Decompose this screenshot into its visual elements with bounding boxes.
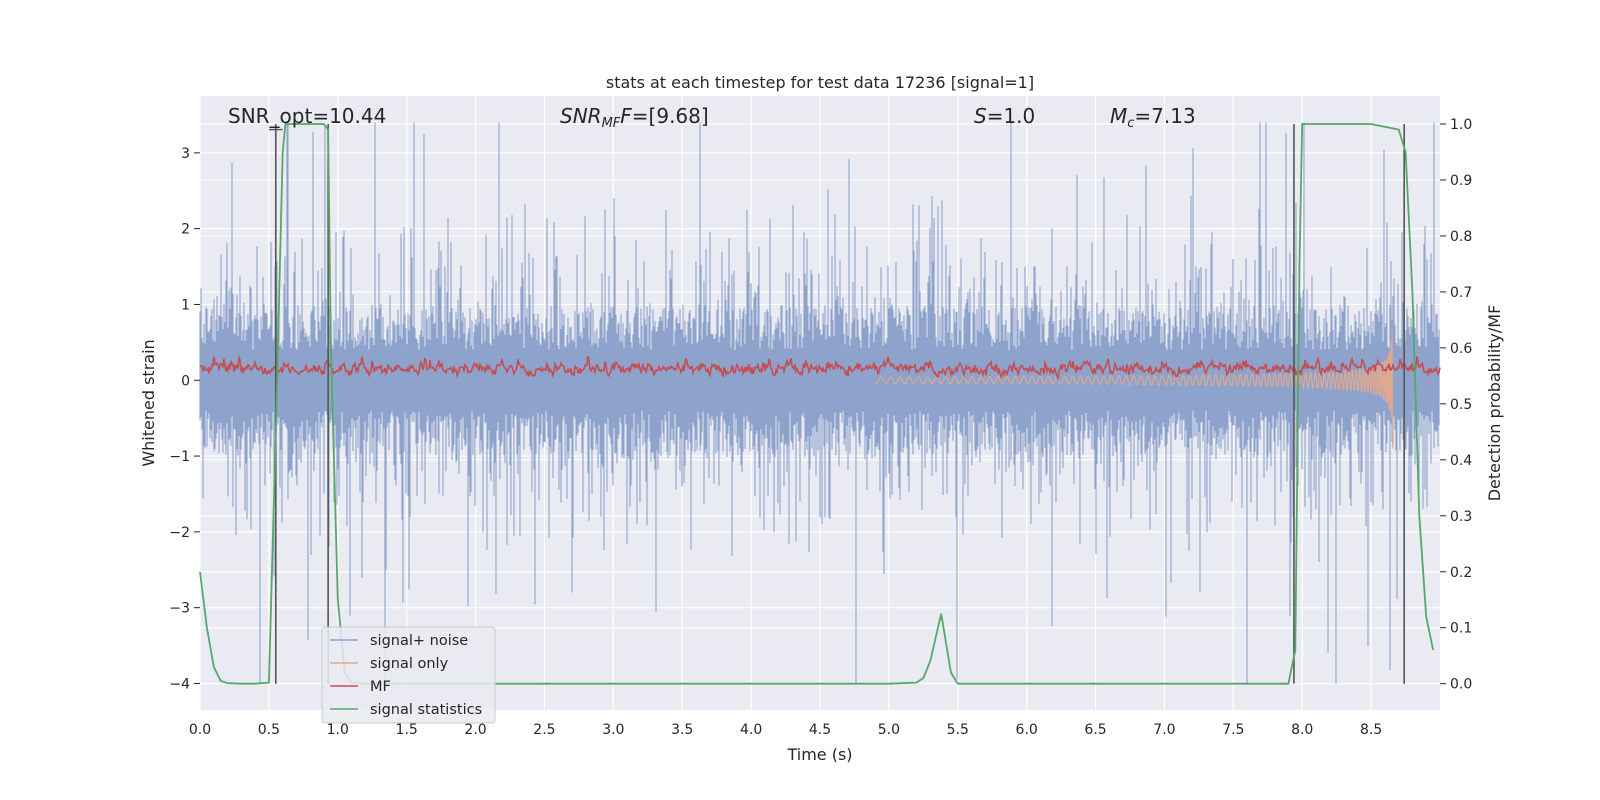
x-tick-label: 5.5	[947, 722, 969, 738]
y-tick-label: 3	[181, 146, 190, 162]
y2-tick-label: 0.5	[1450, 397, 1472, 413]
legend-label-signal-statistics: signal statistics	[370, 702, 482, 718]
y2-tick-label: 1.0	[1450, 117, 1472, 133]
legend-label-mf: MF	[370, 679, 391, 695]
mf-series	[199, 354, 1441, 381]
x-tick-label: 6.0	[1016, 722, 1038, 738]
y2-tick-label: 0.2	[1450, 565, 1472, 581]
x-tick-label: 5.0	[878, 722, 900, 738]
y-axis-right-label: Detection probability/MF	[1485, 305, 1504, 502]
y2-tick-label: 0.0	[1450, 677, 1472, 693]
annotation-mc: Mc=7.13	[1110, 104, 1196, 131]
annotation-snr-mf: SNRMFF=[9.68]	[560, 104, 709, 131]
y-tick-label: 2	[181, 222, 190, 238]
legend: signal+ noise signal only MF signal stat…	[321, 626, 496, 724]
x-tick-label: 0.0	[189, 722, 211, 738]
legend-box	[321, 626, 496, 724]
legend-label-signal-only: signal only	[370, 656, 449, 672]
y2-tick-labels: 1.0 0.9 0.8 0.7 0.6 0.5 0.4 0.3 0.2 0.1 0.0	[1440, 117, 1472, 693]
x-tick-label: 8.5	[1360, 722, 1382, 738]
x-tick-label: 1.0	[327, 722, 349, 738]
x-tick-label: 7.5	[1222, 722, 1244, 738]
annotation-s: S=1.0	[974, 104, 1035, 128]
y-tick-labels: 3 2 1 0 −1 −2 −3 −4	[169, 146, 200, 692]
y2-tick-label: 0.9	[1450, 173, 1472, 189]
x-tick-label: 1.5	[396, 722, 418, 738]
y2-tick-label: 0.7	[1450, 285, 1472, 301]
y2-tick-label: 0.4	[1450, 453, 1472, 469]
y2-tick-label: 0.6	[1450, 341, 1472, 357]
x-tick-label: 3.5	[671, 722, 693, 738]
chart-title: stats at each timestep for test data 172…	[606, 73, 1034, 92]
legend-label-signal-noise: signal+ noise	[370, 633, 468, 649]
x-axis-label: Time (s)	[786, 745, 852, 764]
x-tick-label: 2.0	[464, 722, 486, 738]
x-tick-label: 3.0	[602, 722, 624, 738]
y2-tick-label: 0.1	[1450, 621, 1472, 637]
statistics-trace	[199, 123, 1434, 685]
y-tick-label: −1	[169, 449, 190, 465]
y-tick-label: −2	[169, 525, 190, 541]
y-axis-label: Whitened strain	[139, 339, 158, 466]
x-tick-label: 2.5	[533, 722, 555, 738]
x-tick-label: 4.5	[809, 722, 831, 738]
signal-trace	[874, 329, 1394, 449]
y-tick-label: −4	[169, 676, 190, 692]
y2-tick-label: 0.8	[1450, 229, 1472, 245]
x-tick-label: 8.0	[1291, 722, 1313, 738]
x-tick-label: 6.5	[1084, 722, 1106, 738]
y-tick-label: 0	[181, 373, 190, 389]
y2-tick-label: 0.3	[1450, 509, 1472, 525]
mf-trace	[199, 354, 1441, 381]
y-tick-label: −3	[169, 601, 190, 617]
signal-only-series	[874, 329, 1394, 449]
y-tick-label: 1	[181, 297, 190, 313]
x-tick-label: 7.0	[1153, 722, 1175, 738]
x-tick-label: 0.5	[258, 722, 280, 738]
x-tick-label: 4.0	[740, 722, 762, 738]
x-tick-labels: 0.0 0.5 1.0 1.5 2.0 2.5 3.0 3.5 4.0 4.5 5.0 5.5 6.0 6…	[189, 722, 1382, 738]
signal-statistics-series	[199, 123, 1434, 685]
annotation-snr-opt: SNR_opt=10.44	[228, 104, 386, 128]
